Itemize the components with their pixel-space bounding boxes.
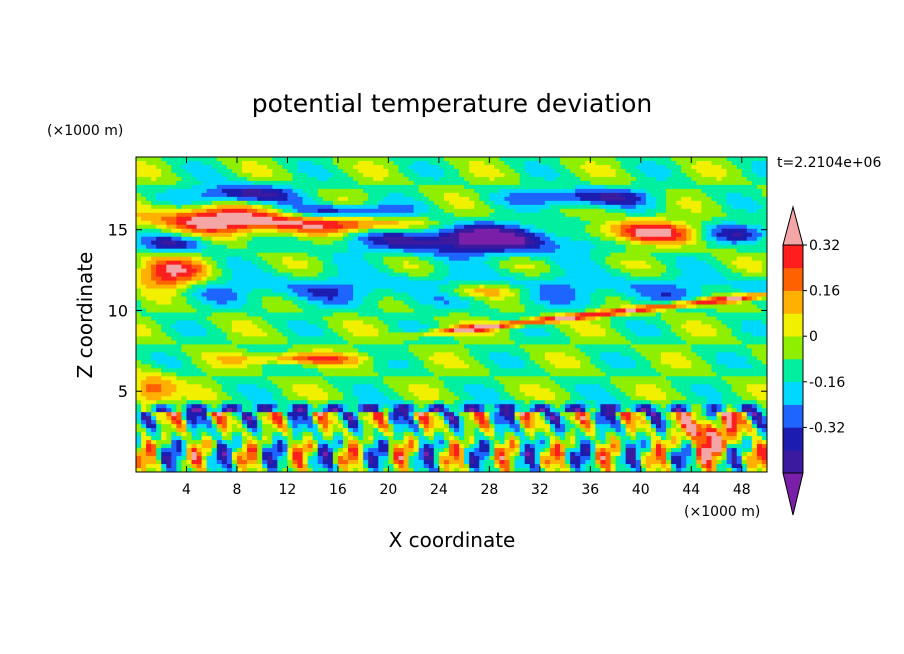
- colorbar: 0.32 0.16 0 -0.16 -0.32: [782, 205, 845, 516]
- x-tick-label: 24: [430, 482, 448, 498]
- colorbar-segment: [783, 359, 803, 383]
- colorbar-segment: [783, 245, 803, 269]
- x-tick-label: 28: [480, 482, 498, 498]
- colorbar-segment: [783, 313, 803, 337]
- colorbar-tick-label: 0: [809, 329, 818, 345]
- x-tick-label: 16: [329, 482, 347, 498]
- y-axis-label: Z coordinate: [73, 252, 97, 379]
- colorbar-segment: [783, 450, 803, 474]
- y-tick-label: 10: [108, 301, 128, 320]
- chart-title: potential temperature deviation: [252, 89, 652, 118]
- x-tick-label: 32: [531, 482, 549, 498]
- colorbar-tick-label: 0.16: [809, 284, 840, 300]
- colorbar-min-arrow: [782, 472, 804, 516]
- colorbar-segment: [783, 404, 803, 428]
- x-tick-label: 8: [232, 482, 241, 498]
- x-tick-label: 36: [581, 482, 599, 498]
- x-axis-label: X coordinate: [389, 528, 516, 552]
- y-tick-label: 15: [108, 221, 128, 240]
- colorbar-tick-label: -0.16: [809, 375, 845, 391]
- x-unit-label: (×1000 m): [684, 504, 760, 520]
- y-tick-label: 5: [118, 382, 128, 401]
- y-unit-label: (×1000 m): [47, 123, 123, 139]
- colorbar-tick-label: -0.32: [809, 420, 845, 436]
- x-tick-label: 20: [379, 482, 397, 498]
- colorbar-segment: [783, 267, 803, 291]
- y-axis-ticks: 5 10 15: [108, 221, 767, 401]
- x-tick-label: 40: [632, 482, 650, 498]
- plot-frame: [135, 156, 768, 473]
- colorbar-segment: [783, 290, 803, 314]
- colorbar-segment: [783, 427, 803, 451]
- colorbar-max-arrow: [782, 205, 804, 246]
- x-axis-ticks: 4 8 12 16 20 24 28 32 36 40 44 48: [182, 157, 751, 498]
- x-tick-label: 48: [733, 482, 751, 498]
- colorbar-segment: [783, 336, 803, 360]
- colorbar-tick-label: 0.32: [809, 238, 840, 254]
- x-tick-label: 4: [182, 482, 191, 498]
- colorbar-segment: [783, 381, 803, 405]
- x-tick-label: 12: [279, 482, 297, 498]
- x-tick-label: 44: [682, 482, 700, 498]
- contour-field: [136, 157, 767, 472]
- time-label: t=2.2104e+06: [777, 155, 881, 171]
